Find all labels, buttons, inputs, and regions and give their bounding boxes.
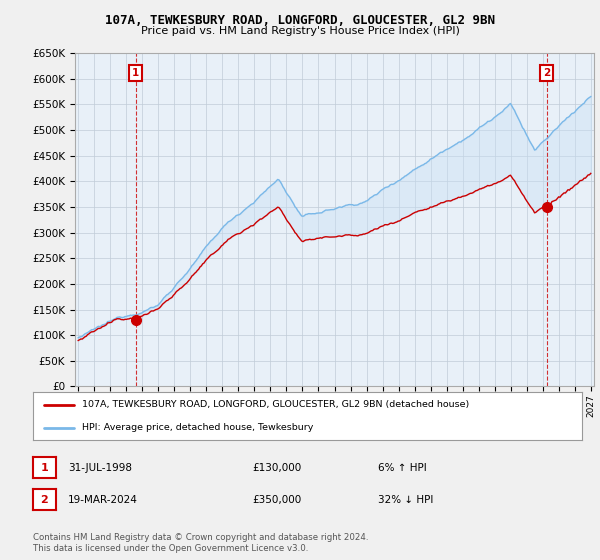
Text: 31-JUL-1998: 31-JUL-1998 bbox=[68, 463, 132, 473]
Text: 2: 2 bbox=[41, 494, 48, 505]
Text: 6% ↑ HPI: 6% ↑ HPI bbox=[378, 463, 427, 473]
Text: 1: 1 bbox=[41, 463, 48, 473]
Text: 107A, TEWKESBURY ROAD, LONGFORD, GLOUCESTER, GL2 9BN: 107A, TEWKESBURY ROAD, LONGFORD, GLOUCES… bbox=[105, 14, 495, 27]
Text: 107A, TEWKESBURY ROAD, LONGFORD, GLOUCESTER, GL2 9BN (detached house): 107A, TEWKESBURY ROAD, LONGFORD, GLOUCES… bbox=[82, 400, 470, 409]
Text: Price paid vs. HM Land Registry's House Price Index (HPI): Price paid vs. HM Land Registry's House … bbox=[140, 26, 460, 36]
Text: £350,000: £350,000 bbox=[252, 494, 301, 505]
Text: 2: 2 bbox=[543, 68, 550, 78]
Text: HPI: Average price, detached house, Tewkesbury: HPI: Average price, detached house, Tewk… bbox=[82, 423, 314, 432]
Text: 1: 1 bbox=[132, 68, 139, 78]
Text: 32% ↓ HPI: 32% ↓ HPI bbox=[378, 494, 433, 505]
Text: £130,000: £130,000 bbox=[252, 463, 301, 473]
Text: Contains HM Land Registry data © Crown copyright and database right 2024.
This d: Contains HM Land Registry data © Crown c… bbox=[33, 533, 368, 553]
Text: 19-MAR-2024: 19-MAR-2024 bbox=[68, 494, 137, 505]
